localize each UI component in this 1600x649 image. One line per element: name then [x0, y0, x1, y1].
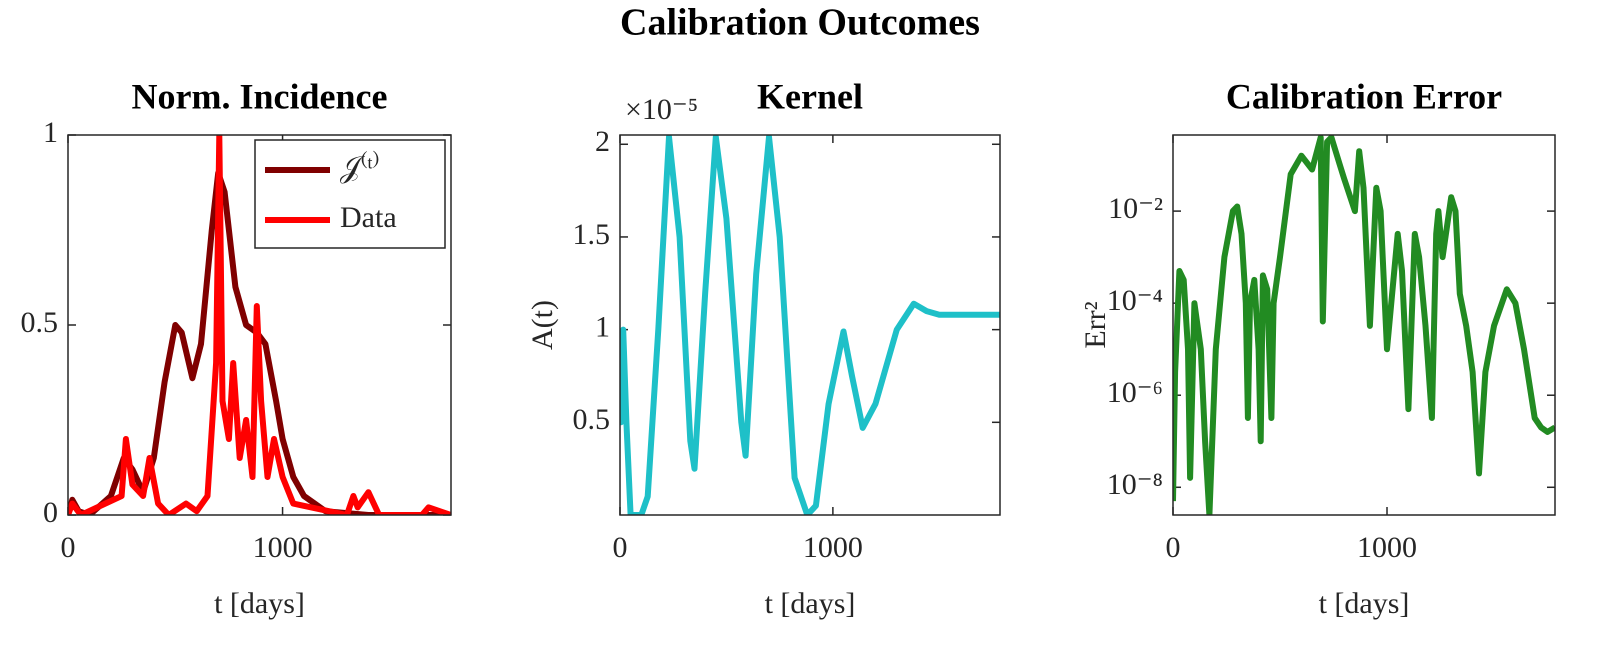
- y-tick-label: 2: [595, 125, 610, 158]
- x-tick-label: 1000: [803, 531, 863, 564]
- legend-label: Data: [340, 201, 397, 234]
- x-tick-label: 1000: [1357, 531, 1417, 564]
- axes-title: Calibration Error: [1226, 76, 1502, 116]
- y-tick-label: 10⁻²: [1108, 192, 1163, 225]
- x-axis-label: t [days]: [1319, 587, 1410, 620]
- y-tick-label: 10⁻⁶: [1107, 376, 1163, 409]
- x-tick-label: 0: [613, 531, 628, 564]
- y-tick-label: 10⁻⁸: [1107, 468, 1163, 501]
- y-multiplier: ×10⁻⁵: [625, 93, 698, 126]
- legend-label: 𝒥⁽ᵗ⁾: [340, 150, 379, 184]
- x-axis-label: t [days]: [765, 587, 856, 620]
- axes-box: [1172, 134, 1556, 516]
- y-tick-label: 1.5: [573, 218, 611, 251]
- data-line: [68, 135, 451, 515]
- axes-title: Kernel: [757, 76, 863, 116]
- data-line: [68, 170, 451, 515]
- y-tick-label: 1: [595, 311, 610, 344]
- y-tick-label: 0.5: [573, 403, 611, 436]
- axes-box: [619, 134, 1001, 516]
- y-tick-label: 0: [43, 496, 58, 529]
- data-line: [620, 135, 1000, 515]
- y-tick-label: 0.5: [21, 306, 59, 339]
- y-axis-label: A(t): [526, 300, 559, 350]
- axes-title: Norm. Incidence: [132, 76, 388, 116]
- data-line: [1173, 135, 1555, 515]
- x-tick-label: 0: [61, 531, 76, 564]
- x-tick-label: 1000: [253, 531, 313, 564]
- x-axis-label: t [days]: [214, 587, 305, 620]
- y-tick-label: 10⁻⁴: [1107, 284, 1163, 317]
- axes-box: [67, 134, 452, 516]
- x-tick-label: 0: [1166, 531, 1181, 564]
- y-axis-label: Err²: [1079, 301, 1112, 348]
- y-tick-label: 1: [43, 116, 58, 149]
- legend-box: [254, 139, 446, 249]
- figure-title: Calibration Outcomes: [620, 2, 980, 44]
